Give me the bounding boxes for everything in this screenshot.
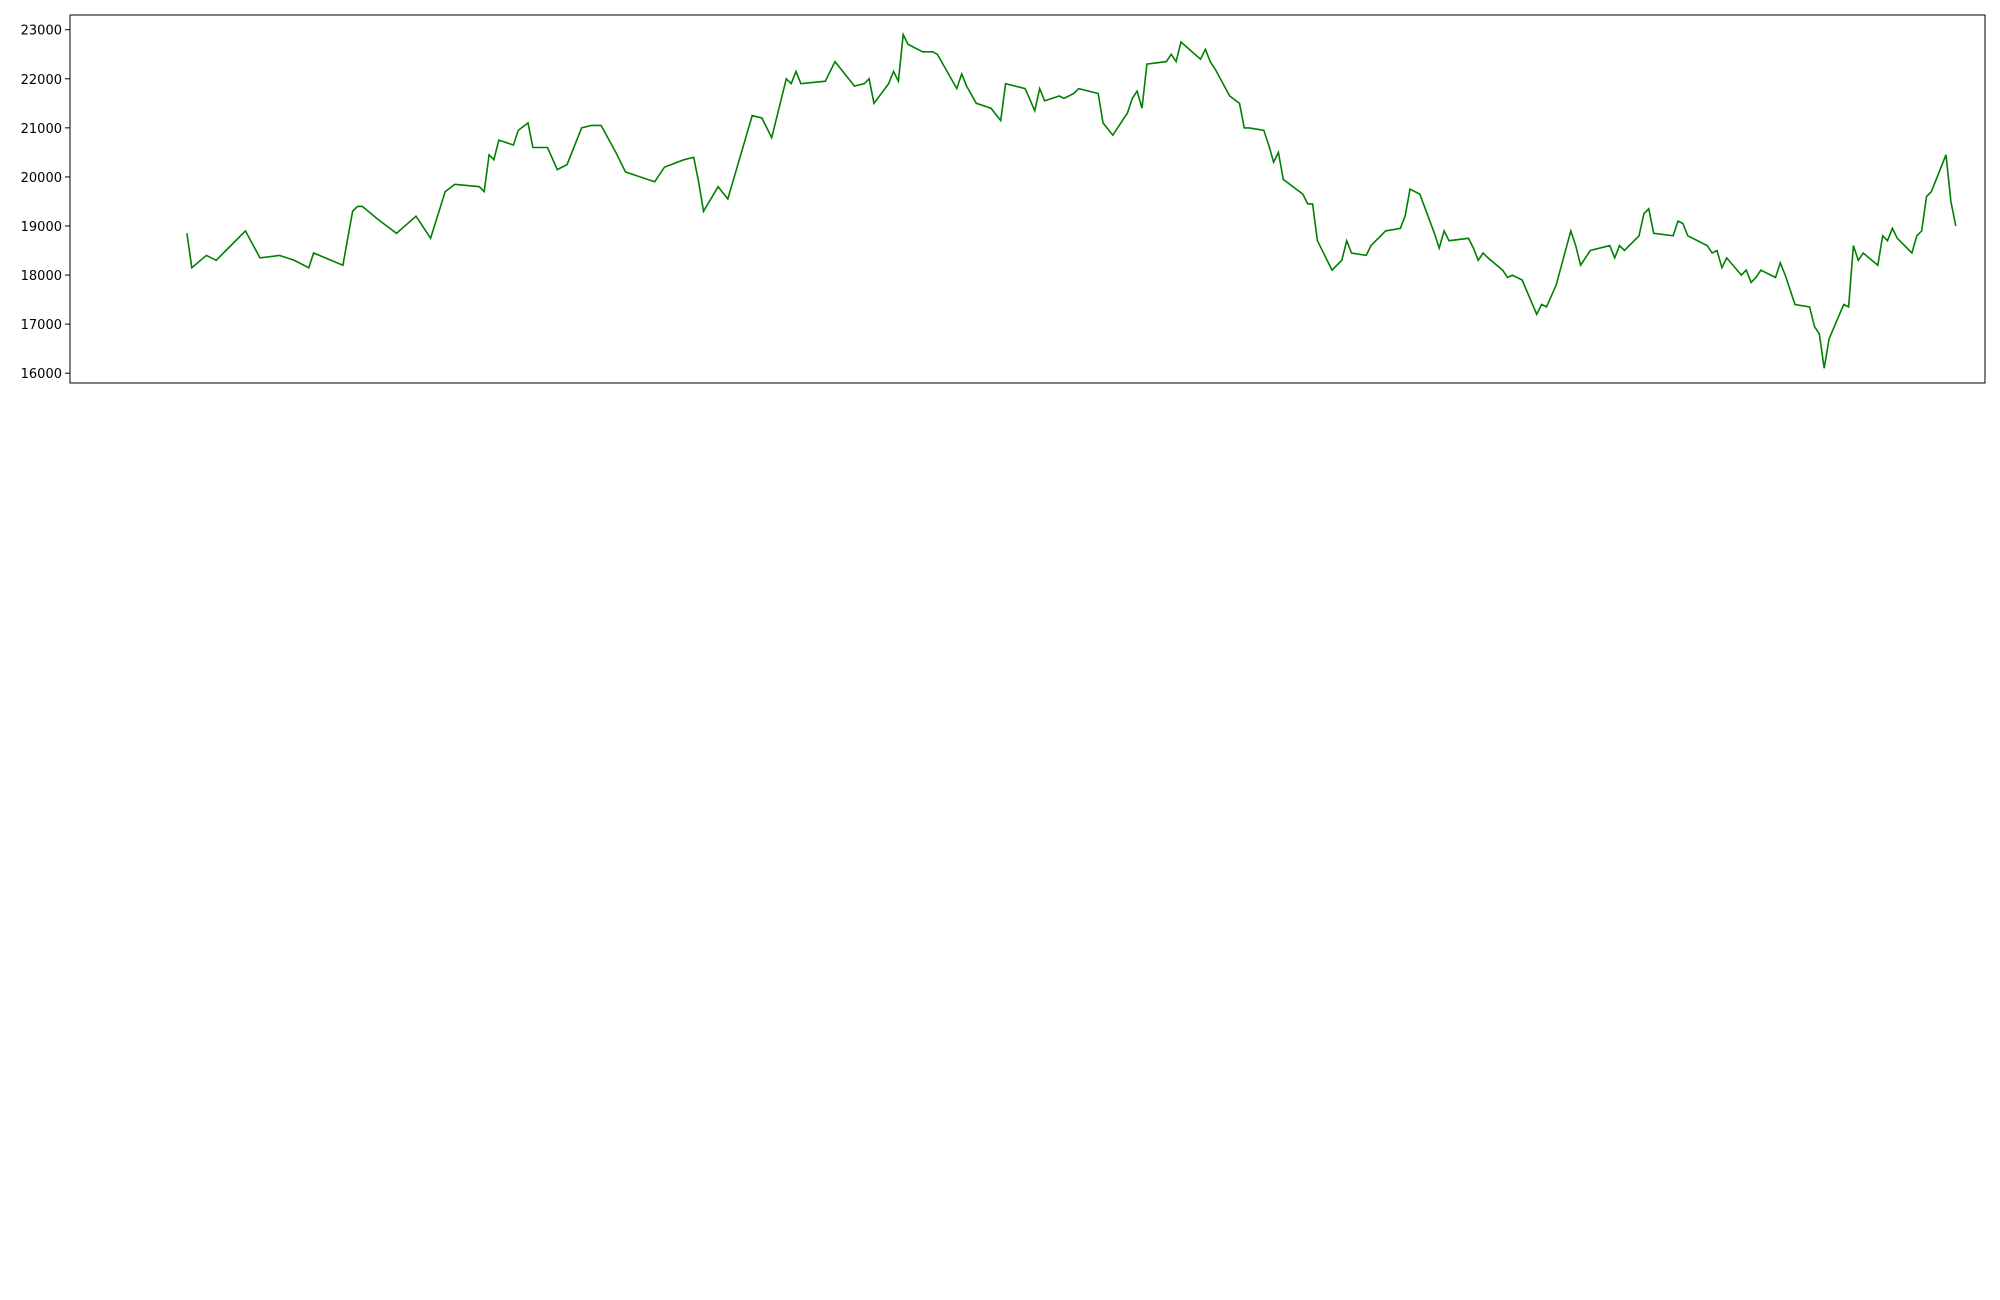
price-ytick-label: 21000 — [21, 122, 62, 137]
price-ytick-label: 19000 — [21, 220, 62, 235]
price-axes-frame — [69, 14, 1986, 384]
price-line-0 — [186, 31, 1957, 369]
price-ytick-label: 17000 — [21, 318, 62, 333]
price-ytick-label: 20000 — [21, 171, 62, 186]
price-ytick-label: 18000 — [21, 269, 62, 284]
price-ytick-label: 16000 — [21, 367, 62, 382]
price-ytick-label: 23000 — [21, 24, 62, 39]
price-panel: 16000 17000 18000 19000 20000 21000 22000 23000 — [21, 14, 1986, 384]
price-ytick-label: 22000 — [21, 73, 62, 88]
